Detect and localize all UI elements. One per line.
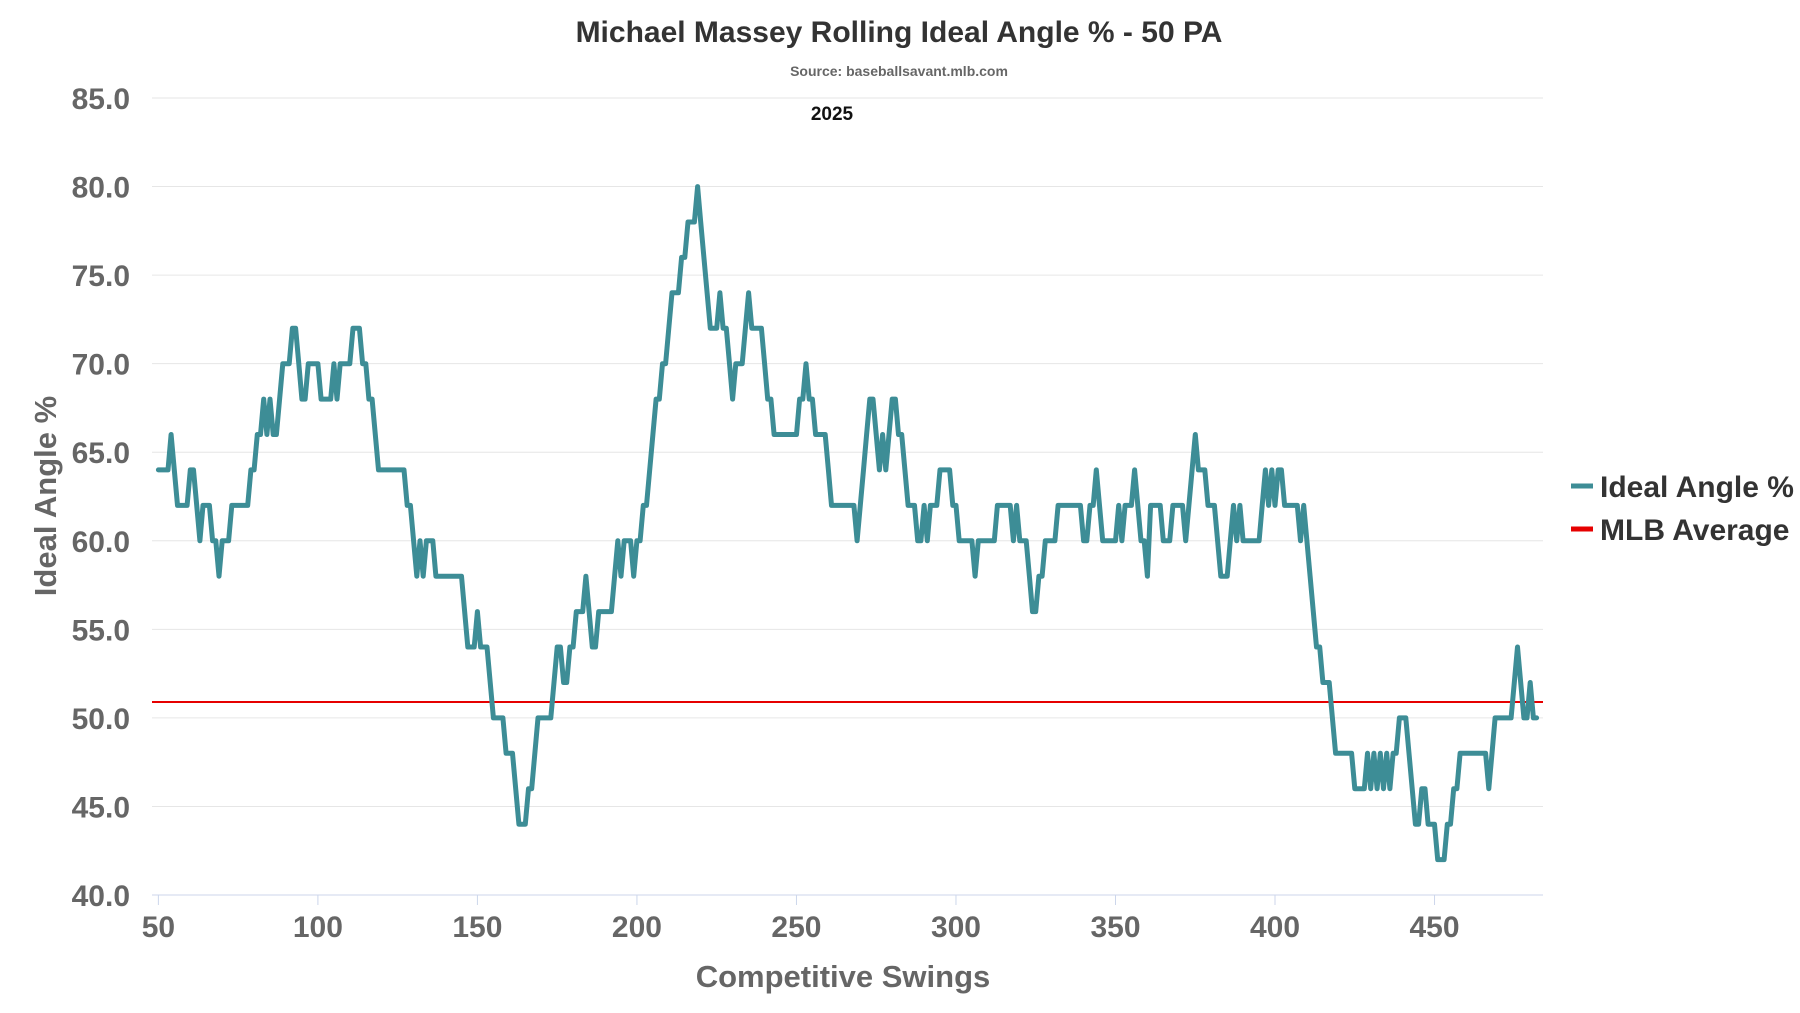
x-tick-label: 250 [771,911,821,944]
x-tick-label: 100 [293,911,343,944]
x-tick-label: 350 [1090,911,1140,944]
ideal-angle-series-line [155,184,1540,863]
y-tick-label: 60.0 [72,526,130,559]
x-tick-label: 50 [142,911,175,944]
y-tick-label: 45.0 [72,791,130,824]
legend: Ideal Angle % MLB Average [1571,471,1794,547]
y-tick-label: 40.0 [72,880,130,913]
legend-item-ideal-angle[interactable]: Ideal Angle % [1571,471,1794,504]
y-tick-label: 65.0 [72,437,130,470]
legend-item-mlb-average[interactable]: MLB Average [1571,514,1790,547]
y-tick-label: 80.0 [72,172,130,205]
x-axis-title: Competitive Swings [696,959,991,994]
x-tick-label: 450 [1409,911,1459,944]
year-annotation: 2025 [811,104,854,125]
y-tick-label: 50.0 [72,703,130,736]
x-tick-label: 400 [1250,911,1300,944]
y-tick-label: 85.0 [72,83,130,116]
x-tick-label: 200 [612,911,662,944]
x-axis-tick-labels: 50 100 150 200 250 300 350 400 450 [142,895,1460,944]
x-tick-label: 300 [931,911,981,944]
x-tick-label: 150 [452,911,502,944]
y-tick-label: 70.0 [72,349,130,382]
y-axis-title: Ideal Angle % [28,396,63,596]
chart-title: Michael Massey Rolling Ideal Angle % - 5… [576,16,1223,49]
chart-subtitle: Source: baseballsavant.mlb.com [790,63,1008,79]
legend-label-ideal-angle: Ideal Angle % [1600,471,1794,504]
y-tick-label: 55.0 [72,614,130,647]
y-tick-label: 75.0 [72,260,130,293]
gridlines [152,97,1543,807]
y-axis-tick-labels: 40.0 45.0 50.0 55.0 60.0 65.0 70.0 75.0 80.0 85.0 [72,83,130,913]
legend-label-mlb-average: MLB Average [1600,514,1790,547]
